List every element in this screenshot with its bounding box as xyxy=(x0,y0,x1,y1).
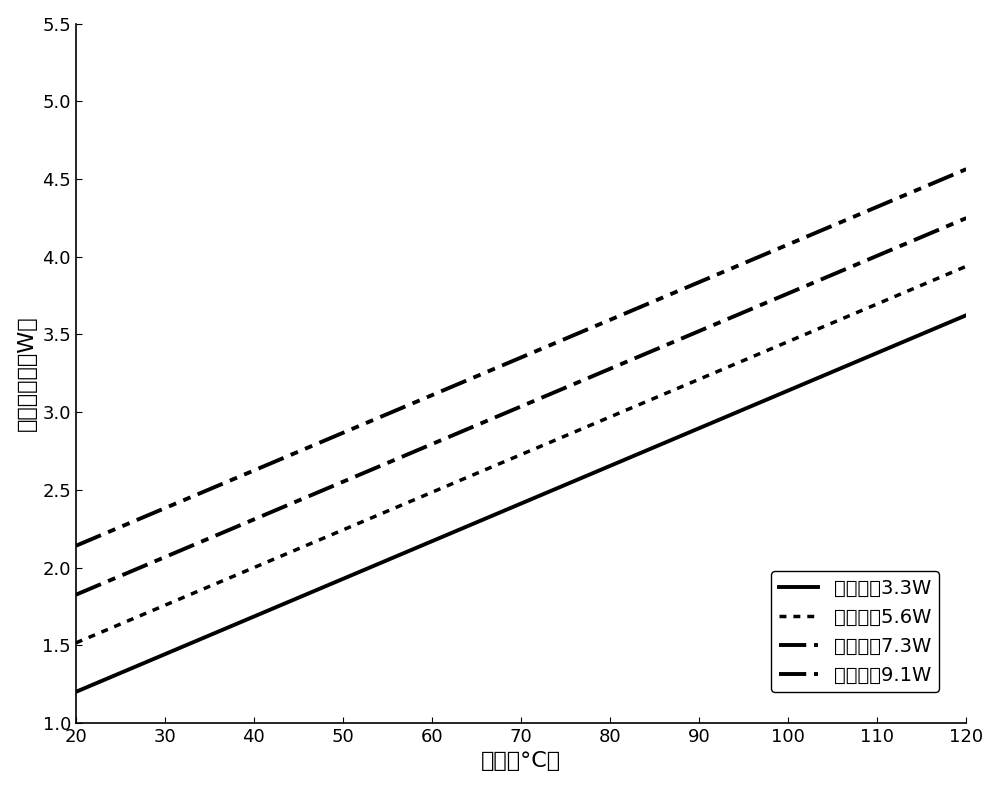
加热功率9.1W xyxy=(960,165,972,174)
X-axis label: 温度（°C）: 温度（°C） xyxy=(481,751,561,771)
加热功率5.6W xyxy=(552,434,564,444)
加热功率5.6W xyxy=(800,329,812,339)
加热功率5.6W xyxy=(600,414,612,423)
加热功率7.3W xyxy=(800,281,812,291)
加热功率5.6W xyxy=(70,638,82,648)
加热功率3.3W xyxy=(493,508,505,518)
加热功率9.1W xyxy=(800,232,812,242)
加热功率3.3W xyxy=(70,687,82,697)
加热功率5.6W xyxy=(493,459,505,469)
加热功率7.3W xyxy=(939,222,951,232)
加热功率5.6W xyxy=(498,457,510,466)
加热功率7.3W xyxy=(70,590,82,600)
加热功率7.3W xyxy=(552,386,564,396)
加热功率7.3W xyxy=(498,409,510,418)
加热功率5.6W xyxy=(939,270,951,280)
加热功率9.1W xyxy=(498,360,510,370)
加热功率9.1W xyxy=(552,337,564,347)
加热功率3.3W xyxy=(939,320,951,329)
加热功率9.1W xyxy=(493,362,505,372)
加热功率9.1W xyxy=(600,317,612,326)
加热功率3.3W xyxy=(498,506,510,515)
加热功率7.3W xyxy=(493,411,505,421)
加热功率5.6W xyxy=(960,262,972,271)
Line: 加热功率3.3W: 加热功率3.3W xyxy=(76,315,966,692)
Line: 加热功率9.1W: 加热功率9.1W xyxy=(76,169,966,546)
加热功率9.1W xyxy=(939,173,951,183)
加热功率7.3W xyxy=(600,366,612,375)
加热功率7.3W xyxy=(960,214,972,223)
Line: 加热功率5.6W: 加热功率5.6W xyxy=(76,266,966,643)
加热功率9.1W xyxy=(70,541,82,551)
Legend: 加热功率3.3W, 加热功率5.6W, 加热功率7.3W, 加热功率9.1W: 加热功率3.3W, 加热功率5.6W, 加热功率7.3W, 加热功率9.1W xyxy=(771,571,939,692)
Line: 加热功率7.3W: 加热功率7.3W xyxy=(76,218,966,595)
Y-axis label: 热功率损失（W）: 热功率损失（W） xyxy=(17,315,37,431)
加热功率3.3W xyxy=(600,463,612,473)
加热功率3.3W xyxy=(800,378,812,388)
加热功率3.3W xyxy=(552,483,564,492)
加热功率3.3W xyxy=(960,310,972,320)
